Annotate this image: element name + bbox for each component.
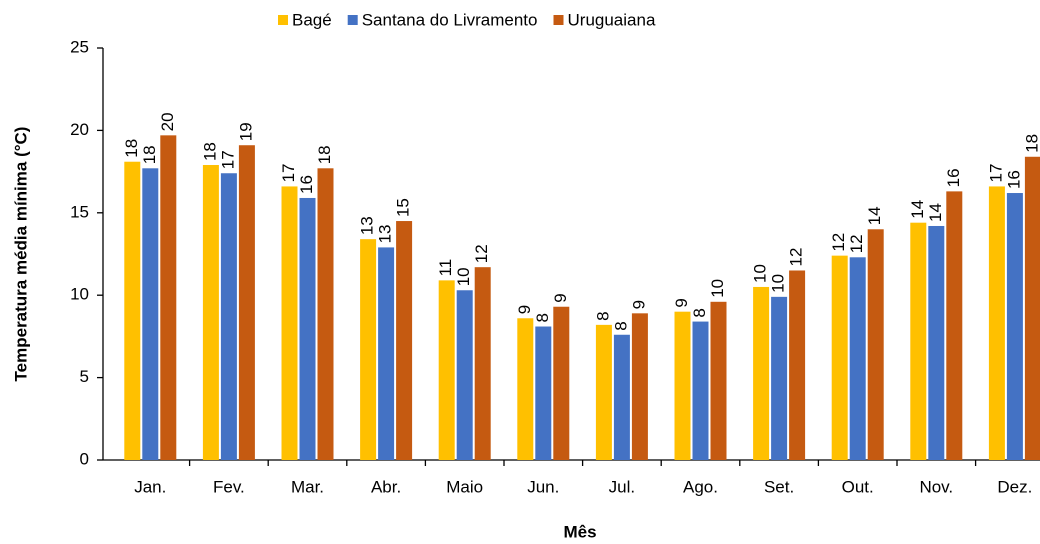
data-label: 14	[865, 206, 884, 225]
bar	[867, 229, 884, 460]
bar	[910, 222, 927, 460]
data-label: 11	[436, 259, 455, 277]
data-label: 8	[593, 311, 612, 320]
data-label: 8	[533, 313, 552, 322]
y-tick-label: 25	[70, 37, 89, 56]
data-label: 15	[394, 198, 413, 217]
bar	[396, 221, 413, 460]
data-label: 10	[454, 267, 473, 286]
data-label: 19	[236, 122, 255, 141]
bar	[124, 161, 141, 460]
bar	[142, 168, 159, 460]
data-label: 20	[158, 112, 177, 131]
data-label: 10	[751, 264, 770, 283]
bar	[928, 225, 945, 460]
x-tick-label: Maio	[446, 477, 483, 496]
data-label: 9	[672, 298, 691, 307]
legend-label: Uruguaiana	[568, 10, 656, 29]
bar	[299, 197, 316, 460]
bar	[456, 290, 473, 460]
bar	[553, 306, 570, 460]
y-axis-title: Temperatura média mínima (°C)	[11, 127, 30, 382]
data-label: 12	[787, 248, 806, 267]
bar	[281, 186, 298, 460]
legend-label: Bagé	[292, 10, 332, 29]
data-label: 10	[708, 279, 727, 298]
data-label: 13	[358, 216, 377, 235]
bar	[517, 318, 534, 460]
x-tick-label: Mar.	[291, 477, 324, 496]
y-tick-label: 15	[70, 202, 89, 221]
bar	[753, 286, 770, 460]
bar	[674, 311, 691, 460]
data-label: 12	[829, 233, 848, 252]
legend-swatch	[347, 15, 358, 25]
data-label: 17	[279, 164, 298, 183]
data-label: 16	[944, 168, 963, 187]
x-tick-label: Set.	[764, 477, 794, 496]
data-label: 8	[611, 321, 630, 330]
x-tick-label: Fev.	[213, 477, 245, 496]
legend-swatch	[278, 15, 288, 25]
x-tick-label: Jan.	[134, 477, 166, 496]
bar	[1006, 193, 1023, 461]
x-tick-label: Jul.	[609, 477, 635, 496]
x-tick-label: Dez.	[997, 477, 1032, 496]
x-tick-label: Ago.	[683, 477, 718, 496]
bar	[160, 135, 177, 460]
legend-label: Santana do Livramento	[362, 10, 538, 29]
data-label: 18	[122, 139, 141, 158]
x-tick-label: Jun.	[527, 477, 559, 496]
y-tick-label: 0	[80, 449, 89, 468]
data-label: 10	[769, 274, 788, 293]
bar	[988, 186, 1005, 460]
data-label: 18	[140, 145, 159, 164]
data-label: 18	[200, 142, 219, 161]
x-axis-title: Mês	[563, 522, 596, 541]
bar	[692, 321, 709, 460]
bar	[849, 257, 866, 460]
bar	[220, 173, 237, 461]
data-label: 13	[376, 224, 395, 243]
bar	[202, 165, 219, 460]
bar	[317, 168, 334, 460]
data-label: 17	[218, 150, 237, 169]
bar	[378, 247, 395, 460]
bar	[613, 334, 630, 460]
bar	[438, 280, 455, 460]
x-tick-label: Nov.	[919, 477, 953, 496]
bar	[789, 270, 806, 460]
data-label: 16	[1004, 170, 1023, 189]
data-label: 14	[926, 203, 945, 222]
data-label: 16	[297, 175, 316, 194]
bar	[595, 324, 612, 460]
bar	[771, 296, 788, 460]
data-label: 12	[847, 234, 866, 253]
legend-swatch	[553, 15, 564, 25]
y-tick-label: 20	[70, 120, 89, 139]
bar	[474, 267, 491, 460]
bar	[946, 191, 963, 460]
bar	[238, 145, 255, 460]
data-label: 18	[1022, 134, 1040, 153]
data-label: 14	[908, 200, 927, 219]
data-label: 17	[986, 164, 1005, 183]
data-label: 18	[315, 145, 334, 164]
y-tick-label: 5	[80, 367, 89, 386]
y-tick-label: 10	[70, 285, 89, 304]
data-label: 9	[629, 300, 648, 309]
data-label: 9	[515, 305, 534, 314]
data-label: 12	[472, 244, 491, 263]
bar	[831, 255, 848, 460]
bar	[631, 313, 648, 460]
data-label: 9	[551, 293, 570, 302]
bar	[710, 301, 727, 460]
x-tick-label: Abr.	[371, 477, 401, 496]
bar	[360, 239, 377, 460]
bar	[535, 326, 552, 460]
x-tick-label: Out.	[842, 477, 874, 496]
bar	[1024, 156, 1040, 460]
data-label: 8	[690, 308, 709, 317]
